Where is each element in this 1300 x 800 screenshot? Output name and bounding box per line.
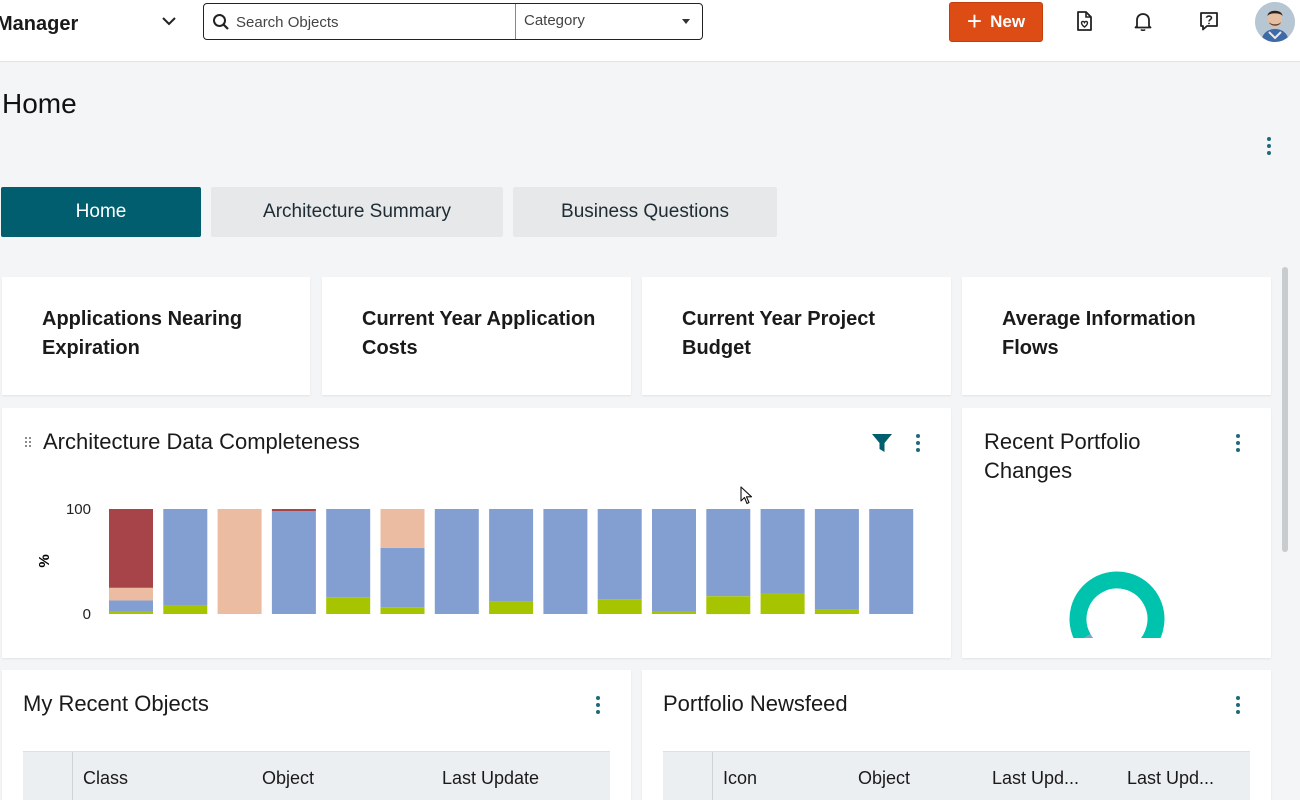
bar-segment[interactable] [543,509,588,614]
kpi-card-applications-nearing-expiration[interactable]: Applications Nearing Expiration [2,277,310,395]
bar-segment[interactable] [489,601,534,614]
bar-segment[interactable] [760,593,805,614]
select-column[interactable] [23,752,73,800]
bar-segment[interactable] [814,509,859,610]
column-header-object[interactable]: Object [858,768,911,788]
portfolio-newsfeed-card: Portfolio Newsfeed Icon Object Last Upd.… [642,670,1271,800]
caret-down-icon[interactable] [682,19,690,24]
kpi-title: Current Year Application Costs [362,308,596,359]
column-header-object[interactable]: Object [262,768,315,788]
new-button[interactable]: + New [949,2,1043,42]
help-icon[interactable] [1198,10,1220,32]
plus-icon: + [966,5,983,36]
bar-segment[interactable] [326,597,371,614]
portfolio-changes-title: Recent Portfolio Changes [984,429,1141,483]
donut-clip [1062,564,1172,638]
portfolio-changes-kebab-icon[interactable] [1233,434,1243,452]
bar-segment[interactable] [760,509,805,593]
kpi-card-current-year-project-budget[interactable]: Current Year Project Budget [642,277,951,395]
new-button-label: New [990,12,1026,31]
recent-objects-title: My Recent Objects [23,691,209,716]
bar-segment[interactable] [271,509,316,512]
my-recent-objects-card: My Recent Objects Class Object Last Upda… [2,670,631,800]
bar-segment[interactable] [380,509,425,548]
bar-segment[interactable] [326,509,371,598]
search-divider [515,4,516,39]
bar-segment[interactable] [597,599,642,614]
chevron-down-icon[interactable] [160,12,178,30]
bar-segment[interactable] [163,509,208,606]
search-input[interactable] [236,8,506,36]
bell-icon[interactable] [1132,10,1154,32]
chart-title: Architecture Data Completeness [43,429,360,454]
bar-segment[interactable] [163,605,208,614]
architecture-data-completeness-card: Architecture Data Completeness % 0 100 [2,408,951,658]
bar-segment[interactable] [652,611,696,614]
tab-home[interactable]: Home [1,187,201,237]
newsfeed-title: Portfolio Newsfeed [663,691,848,716]
bar-segment[interactable] [869,509,914,614]
chart-options-kebab-icon[interactable] [913,434,923,452]
bar-segment[interactable] [109,587,153,601]
bar-segment[interactable] [217,509,262,614]
bar-segment[interactable] [706,596,751,615]
y-tick-label: 0 [83,606,91,623]
tab-architecture-summary[interactable]: Architecture Summary [211,187,503,237]
bar-segment[interactable] [434,509,479,614]
bar-segment[interactable] [489,509,534,602]
tab-business-questions[interactable]: Business Questions [513,187,777,237]
app-name: Manager [0,13,79,35]
column-header-icon[interactable]: Icon [723,768,758,788]
recent-objects-table-header: Class Object Last Update [23,751,610,800]
kpi-title: Average Information Flows [1002,308,1196,359]
drag-handle-icon[interactable] [24,436,32,448]
y-tick-label: 100 [66,501,91,518]
bar-segment[interactable] [597,509,642,600]
page-scrollbar[interactable] [1282,267,1288,552]
bar-segment[interactable] [271,511,316,614]
top-bar: Manager Category + New [0,0,1300,62]
bar-segment[interactable] [652,509,696,612]
recent-objects-kebab-icon[interactable] [593,696,603,714]
kpi-title: Applications Nearing Expiration [42,308,243,359]
donut-slice[interactable] [1064,566,1171,638]
bar-segment[interactable] [380,547,425,608]
select-column[interactable] [663,752,713,800]
page-options-kebab-icon[interactable] [1264,137,1274,155]
column-header-last-update-2[interactable]: Last Upd... [1127,768,1215,788]
bar-segment[interactable] [109,509,153,588]
recent-portfolio-changes-card: Recent Portfolio Changes [962,408,1271,658]
bar-segment[interactable] [109,611,153,614]
search-bar: Category [203,3,703,40]
column-header-last-update-1[interactable]: Last Upd... [992,768,1080,788]
column-header-last-update[interactable]: Last Update [442,768,540,788]
column-header-class[interactable]: Class [83,768,129,788]
user-avatar-icon [1255,2,1295,42]
kpi-card-average-information-flows[interactable]: Average Information Flows [962,277,1271,395]
page-title: Home [2,88,77,119]
portfolio-donut-chart [1064,566,1171,638]
favorites-doc-icon[interactable] [1073,10,1095,32]
kpi-title: Current Year Project Budget [682,308,876,359]
newsfeed-kebab-icon[interactable] [1233,696,1243,714]
y-axis-label: % [36,554,53,567]
kpi-card-current-year-application-costs[interactable]: Current Year Application Costs [322,277,631,395]
filter-icon[interactable] [871,433,893,453]
search-icon [213,14,229,30]
bar-segment[interactable] [706,509,751,597]
bar-segment[interactable] [109,600,153,612]
bar-segment[interactable] [380,607,425,614]
completeness-chart: % 0 100 [36,501,914,623]
newsfeed-table-header: Icon Object Last Upd... Last Upd... [663,751,1250,800]
mouse-cursor-icon [740,486,753,505]
bar-segment[interactable] [814,609,859,614]
y-axis-ticks: 0 100 [66,501,91,623]
chart-bars [109,509,914,615]
category-select[interactable]: Category [524,12,585,29]
avatar[interactable] [1255,2,1295,42]
